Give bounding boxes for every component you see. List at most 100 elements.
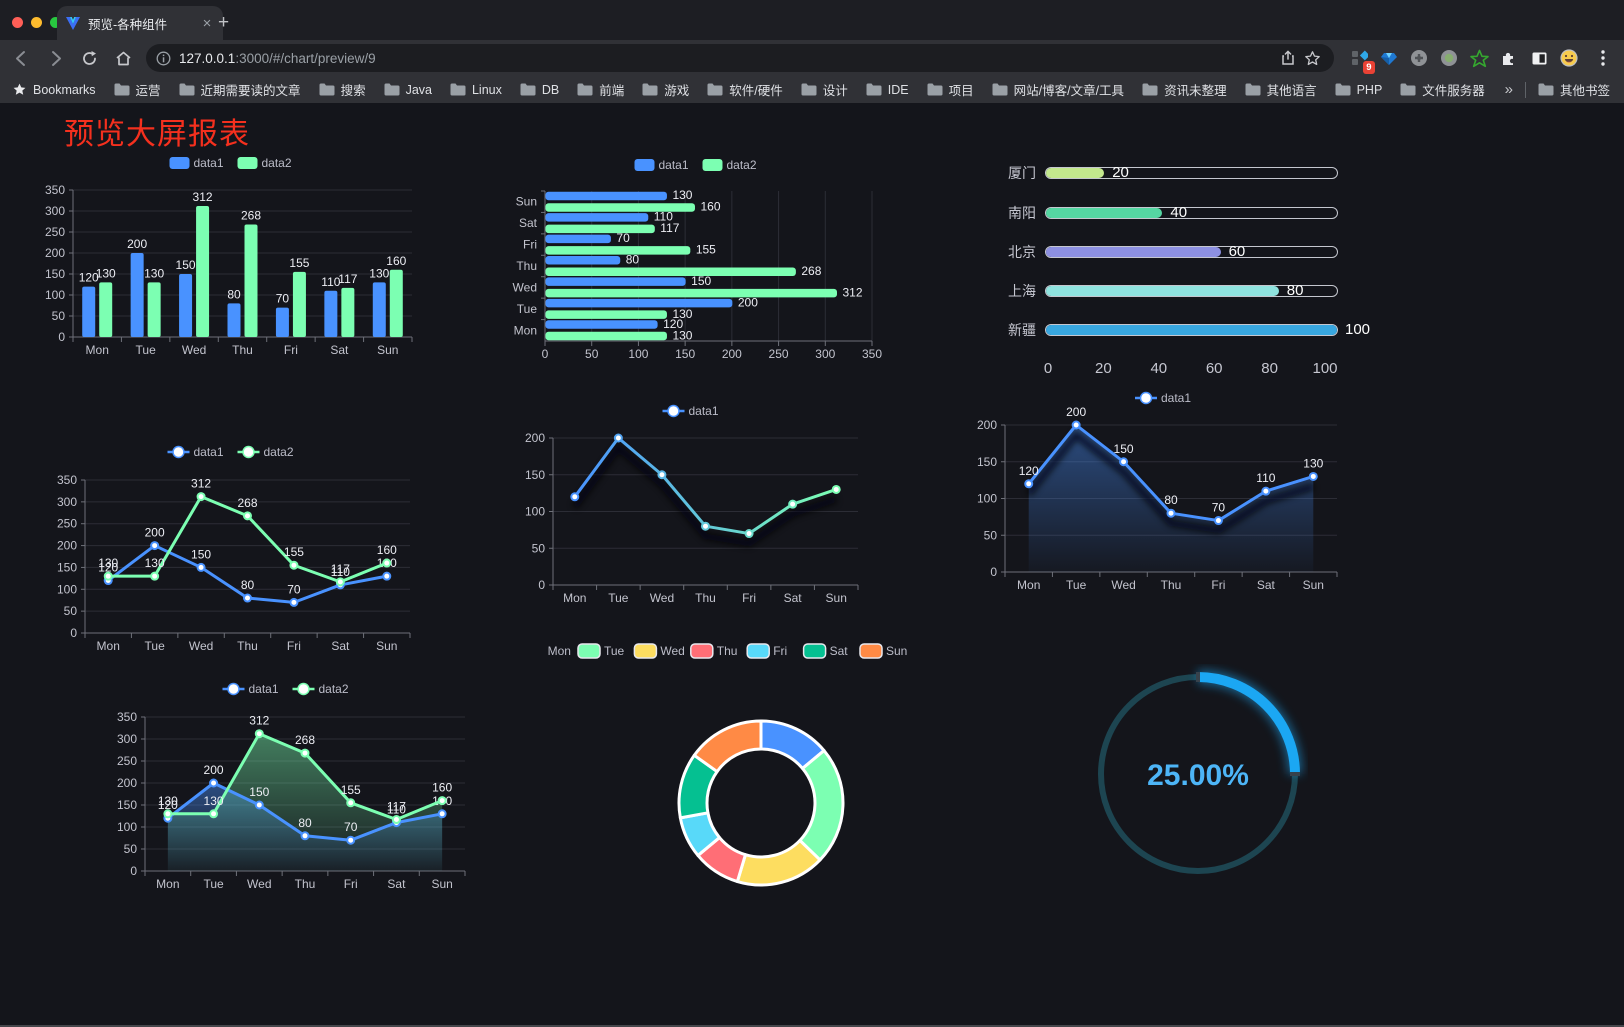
progress-fill (1046, 285, 1279, 296)
new-tab-button[interactable]: + (218, 12, 230, 33)
svg-text:100: 100 (977, 492, 997, 506)
two-series-line-chart[interactable]: 0 50 100 150 200 250 300 350 Mon Tue Wed Thu Fri Sat S… (40, 440, 425, 662)
progress-row-label: 北京 (1008, 243, 1036, 260)
gradient-line-chart[interactable]: 0 50 100 150 200 Mon Tue Wed Thu Fri Sat Sun data1 (505, 398, 880, 613)
svg-text:Tue: Tue (145, 639, 166, 653)
close-window-button[interactable] (12, 17, 23, 28)
svg-text:Thu: Thu (232, 343, 253, 357)
bar-chart[interactable]: 0 50 100 150 200 250 300 350 Mon Tue Wed Thu Fri Sat S… (40, 148, 425, 366)
bookmark-star-icon[interactable] (1300, 46, 1324, 70)
svg-text:Tue: Tue (604, 644, 625, 658)
progress-row: 北京 60 (988, 242, 1338, 262)
progress-axis-tick: 80 (1261, 360, 1278, 377)
svg-text:350: 350 (45, 183, 65, 197)
bookmark-folder-item[interactable]: Linux (450, 83, 502, 97)
extensions-cluster: 9 (1344, 45, 1584, 74)
svg-text:Thu: Thu (695, 591, 716, 605)
svg-text:117: 117 (660, 221, 679, 235)
svg-text:110: 110 (1256, 471, 1275, 485)
gauge-chart[interactable]: 25.00% (1088, 664, 1308, 884)
svg-text:300: 300 (45, 204, 65, 218)
bookmark-folder-item[interactable]: DB (520, 83, 559, 97)
bookmark-folder-item[interactable]: IDE (866, 83, 909, 97)
folder-icon (319, 83, 335, 96)
url-text[interactable]: 127.0.0.1:3000/#/chart/preview/9 (179, 51, 1276, 66)
folder-icon (1335, 83, 1351, 96)
svg-text:Sun: Sun (1303, 578, 1324, 592)
emoji-face-icon[interactable] (1556, 45, 1582, 71)
zoom-window-button[interactable] (50, 17, 61, 28)
svg-text:200: 200 (722, 347, 742, 361)
forward-button[interactable] (42, 45, 68, 71)
bookmark-folder-item[interactable]: 设计 (801, 80, 848, 99)
bookmark-folder-item[interactable]: 搜索 (319, 80, 366, 99)
pattern-circle-icon[interactable] (1406, 45, 1432, 71)
puzzle-icon[interactable] (1496, 45, 1522, 71)
svg-text:50: 50 (124, 842, 138, 856)
bookmark-folder-item[interactable]: 网站/博客/文章/工具 (992, 80, 1124, 99)
share-icon[interactable] (1276, 46, 1300, 70)
donut-chart[interactable]: Mon Tue Wed Thu Fri Sat Sun (520, 635, 935, 895)
progress-fill (1046, 325, 1337, 335)
browser-tab[interactable]: 预览-各种组件 × (57, 6, 223, 40)
folder-icon (1400, 83, 1416, 96)
bookmarks-manager[interactable]: Bookmarks (12, 82, 96, 97)
bookmark-folder-item[interactable]: 软件/硬件 (707, 80, 783, 99)
svg-text:268: 268 (801, 264, 821, 278)
two-area-line-chart[interactable]: 0 50 100 150 200 250 300 350 Mon Tue Wed Thu Fri Sat S… (95, 675, 480, 900)
bookmark-folder-label: 其他语言 (1266, 84, 1317, 98)
bookmark-folder-item[interactable]: 前端 (577, 80, 624, 99)
tab-close-icon[interactable]: × (202, 14, 212, 32)
svg-text:110: 110 (654, 210, 673, 224)
svg-text:130: 130 (98, 556, 118, 570)
svg-text:Mon: Mon (514, 323, 537, 337)
svg-text:268: 268 (237, 496, 257, 510)
minimize-window-button[interactable] (31, 17, 42, 28)
browser-menu-icon[interactable] (1590, 45, 1616, 71)
svg-text:Fri: Fri (287, 639, 301, 653)
area-line-chart[interactable]: 0 50 100 150 200 Mon Tue Wed Thu Fri Sat Sun 120 200 1… (975, 385, 1355, 603)
bookmark-folder-item[interactable]: Java (384, 83, 432, 97)
green-star-icon[interactable] (1466, 45, 1492, 71)
bookmark-folder-item[interactable]: 文件服务器 (1400, 80, 1485, 99)
url-path: :3000/#/chart/preview/9 (235, 50, 376, 66)
stats-grid-icon[interactable]: 9 (1346, 45, 1375, 74)
progress-track: 100 (1045, 321, 1370, 338)
bookmark-folder-item[interactable]: 近期需要读的文章 (179, 80, 301, 99)
svg-text:0: 0 (542, 347, 549, 361)
bookmarks-separator (1524, 81, 1526, 98)
bookmark-folder-item[interactable]: 运营 (114, 80, 161, 99)
split-square-icon[interactable] (1526, 45, 1552, 71)
bookmark-folder-item[interactable]: 资讯未整理 (1142, 80, 1227, 99)
site-info-icon[interactable] (156, 51, 171, 66)
progress-bars-chart[interactable]: 厦门 20 南阳 40 北京 60 上海 80 新疆 100 0 20 40 60 80 100 (985, 160, 1385, 390)
folder-icon (1142, 83, 1158, 96)
svg-text:130: 130 (369, 266, 389, 280)
svg-text:312: 312 (249, 714, 269, 728)
svg-text:117: 117 (338, 272, 357, 286)
svg-text:150: 150 (249, 785, 269, 799)
progress-row-label: 新疆 (1008, 322, 1036, 338)
folder-icon (1538, 83, 1554, 96)
svg-text:110: 110 (387, 803, 406, 817)
bookmark-folder-item[interactable]: 项目 (927, 80, 974, 99)
svg-text:200: 200 (738, 295, 758, 309)
horizontal-bar-chart[interactable]: 0 50 100 150 200 250 300 350 Sun 130 160 Sat 110 117 F… (505, 150, 890, 368)
bookmark-folder-item[interactable]: 游戏 (642, 80, 689, 99)
other-bookmarks-folder[interactable]: 其他书签 (1538, 80, 1610, 99)
bookmark-folder-item[interactable]: 其他语言 (1245, 80, 1317, 99)
svg-text:120: 120 (1019, 464, 1039, 478)
svg-text:data1: data1 (659, 158, 689, 172)
address-bar[interactable]: 127.0.0.1:3000/#/chart/preview/9 (146, 44, 1334, 72)
svg-text:130: 130 (144, 266, 164, 280)
record-circle-icon[interactable] (1436, 45, 1462, 71)
bookmarks-overflow-chevron[interactable]: » (1504, 81, 1513, 98)
back-button[interactable] (8, 45, 34, 71)
svg-text:130: 130 (96, 266, 116, 280)
reload-button[interactable] (76, 45, 102, 71)
gem-icon[interactable] (1376, 45, 1402, 71)
svg-text:150: 150 (675, 347, 695, 361)
home-button[interactable] (110, 45, 136, 71)
bookmark-folder-item[interactable]: PHP (1335, 83, 1382, 97)
